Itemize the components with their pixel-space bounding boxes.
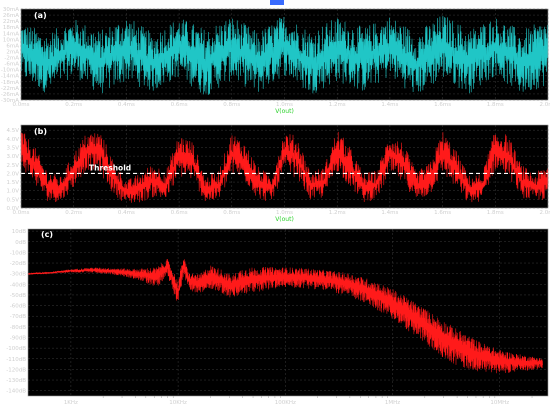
y-tick-label: -18mA: [1, 80, 19, 86]
y-tick-label: 1.0V: [6, 189, 19, 195]
y-tick-label: 2.5V: [6, 163, 19, 169]
x-tick-label: 1.0ms: [276, 210, 293, 216]
y-tick-label: -110dB: [6, 357, 26, 363]
y-tick-label: 0.0V: [6, 206, 19, 212]
panel-a: 30mA26mA22mA18mA14mA10mA6mA2mA-2mA-6mA-1…: [1, 7, 550, 115]
x-tick-label: 1.2ms: [329, 102, 346, 108]
panel-label: (a): [34, 11, 47, 20]
x-tick-label: 0.2ms: [65, 102, 82, 108]
y-tick-label: -90dB: [10, 335, 26, 341]
y-tick-label: 3.5V: [6, 145, 19, 151]
x-tick-label: 1.4ms: [381, 102, 398, 108]
x-tick-label: 1.6ms: [434, 102, 451, 108]
top-trace-marker: [270, 0, 284, 5]
x-tick-label: 0.0ms: [13, 102, 30, 108]
y-tick-label: -2mA: [4, 56, 19, 62]
y-tick-label: 18mA: [3, 25, 19, 31]
series-trace: [20, 15, 549, 96]
x-tick-label: 1.8ms: [487, 210, 504, 216]
series-trace: [20, 131, 549, 203]
y-tick-label: -30dB: [10, 272, 26, 278]
y-tick-label: -140dB: [6, 389, 26, 395]
x-tick-label: 0.6ms: [171, 102, 188, 108]
x-tick-label: 2.0ms: [540, 102, 550, 108]
y-tick-label: 4.5V: [6, 128, 19, 134]
plot-border: [27, 228, 549, 397]
y-tick-label: -30mA: [1, 98, 19, 104]
y-tick-label: 3.0V: [6, 154, 19, 160]
y-tick-label: 10mA: [3, 37, 19, 43]
x-tick-label: 0.8ms: [223, 102, 240, 108]
x-tick-label: 0.8ms: [223, 210, 240, 216]
x-tick-label: 0.4ms: [118, 102, 135, 108]
x-tick-label: 1.2ms: [329, 210, 346, 216]
y-tick-label: 2mA: [6, 49, 19, 55]
panel-label: (c): [41, 230, 53, 239]
plot-area: [28, 229, 548, 396]
y-tick-label: 22mA: [3, 19, 19, 25]
trace-name: V(out): [275, 108, 294, 115]
x-tick-label: 0.0ms: [13, 210, 30, 216]
panel-b: 4.5V 4.0V 3.5V 3.0V 2.5V 2.0V 1.5V 1.0V 0.5V 0.0V…: [6, 124, 550, 223]
x-tick-label: 10MHz: [490, 400, 509, 406]
y-tick-label: 2.0V: [6, 171, 19, 177]
x-tick-label: 10KHz: [169, 400, 187, 406]
y-tick-label: 4.0V: [6, 137, 19, 143]
x-tick-label: 100KHz: [275, 400, 296, 406]
x-tick-label: 1.8ms: [487, 102, 504, 108]
y-tick-label: -14mA: [1, 74, 19, 80]
x-tick-label: 2.0ms: [540, 210, 550, 216]
y-tick-label: -10mA: [1, 68, 19, 74]
y-tick-label: -10dB: [10, 250, 26, 256]
x-tick-label: 1.0ms: [276, 102, 293, 108]
y-tick-label: -130dB: [6, 378, 26, 384]
y-tick-label: -120dB: [6, 367, 26, 373]
x-tick-label: 0.6ms: [171, 210, 188, 216]
y-tick-label: -40dB: [10, 282, 26, 288]
y-tick-label: 14mA: [3, 31, 19, 37]
x-tick-label: 1MHz: [385, 400, 400, 406]
y-tick-label: 6mA: [6, 43, 19, 49]
y-tick-label: -50dB: [10, 293, 26, 299]
y-tick-label: -80dB: [10, 325, 26, 331]
y-tick-label: 1.5V: [6, 180, 19, 186]
x-tick-label: 1.6ms: [434, 210, 451, 216]
x-tick-label: 0.2ms: [65, 210, 82, 216]
x-tick-label: 1.4ms: [381, 210, 398, 216]
trace-name: V(out): [275, 216, 294, 223]
plot-border: [20, 8, 549, 101]
y-tick-label: 26mA: [3, 13, 19, 19]
panel-label: (b): [34, 127, 47, 136]
plot-border: [20, 124, 549, 209]
y-tick-label: -6mA: [4, 62, 19, 68]
x-tick-label: 0.4ms: [118, 210, 135, 216]
spectrum-trace: [27, 258, 543, 374]
y-tick-label: 0dB: [15, 240, 26, 246]
y-tick-label: -100dB: [6, 346, 26, 352]
panel-frame: [0, 227, 550, 408]
y-tick-label: 10dB: [12, 229, 26, 235]
y-tick-label: -70dB: [10, 314, 26, 320]
threshold-label: Threshold: [89, 163, 131, 172]
panel-c: 10dB 0dB -10dB -20dB -30dB -40dB -50dB -60dB -70…: [0, 227, 550, 408]
y-tick-label: -26mA: [1, 92, 19, 98]
y-tick-label: 30mA: [3, 7, 19, 13]
y-tick-label: -20dB: [10, 261, 26, 267]
y-tick-label: 0.5V: [6, 197, 19, 203]
y-tick-label: -22mA: [1, 86, 19, 92]
y-tick-label: -60dB: [10, 304, 26, 310]
x-tick-label: 1KHz: [64, 400, 78, 406]
